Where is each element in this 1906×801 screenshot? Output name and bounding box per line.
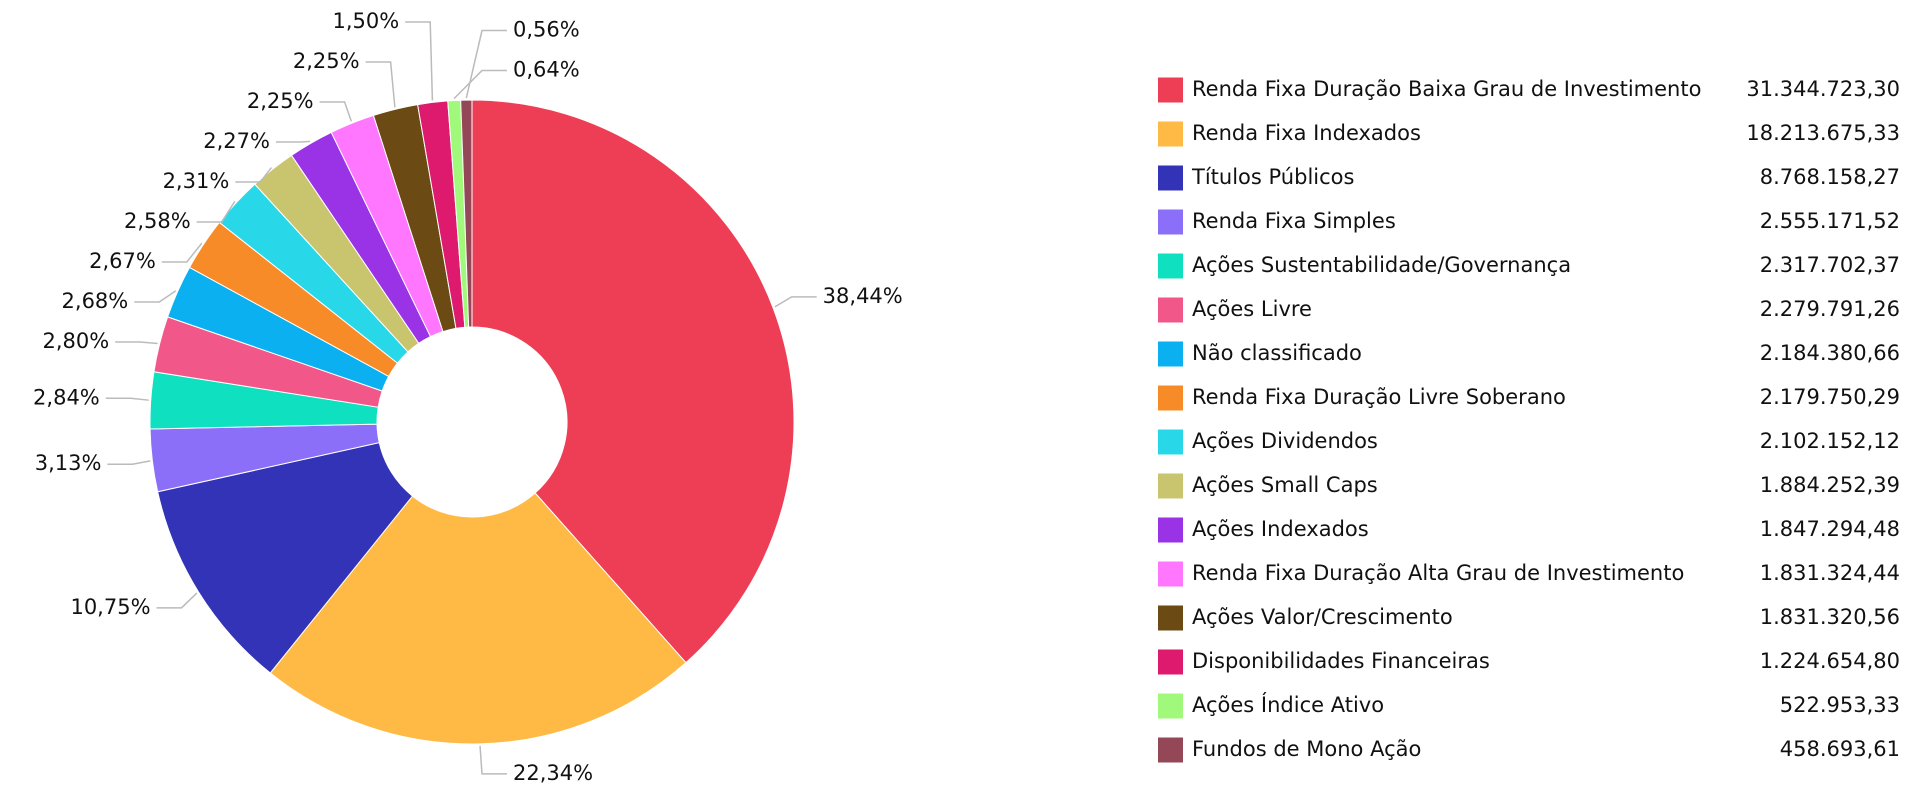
- slice: [157, 441, 414, 674]
- leader-line: [275, 140, 311, 143]
- leader-line: [453, 69, 507, 100]
- legend-label: Ações Índice Ativo: [1192, 692, 1384, 717]
- slice-label: 3,13%: [35, 451, 102, 475]
- leader-line: [161, 242, 203, 263]
- leader-line: [405, 21, 434, 101]
- legend-swatch: [1158, 473, 1183, 499]
- legend-label: Não classificado: [1192, 341, 1362, 365]
- legend-label: Renda Fixa Indexados: [1192, 121, 1421, 145]
- legend-label: Ações Valor/Crescimento: [1192, 605, 1453, 629]
- slice-label: 2,25%: [247, 89, 314, 113]
- leader-line: [479, 745, 507, 775]
- legend-swatch: [1158, 737, 1183, 763]
- legend-label: Ações Small Caps: [1192, 473, 1378, 497]
- slice: [269, 492, 687, 745]
- leader-line: [115, 341, 158, 345]
- slice: [471, 99, 795, 664]
- legend-amount: 1.847.294,48: [1760, 517, 1900, 541]
- legend-amount: 458.693,61: [1780, 737, 1900, 761]
- legend-label: Ações Indexados: [1192, 517, 1369, 541]
- legend-amount: 2.102.152,12: [1760, 429, 1900, 453]
- legend-label: Ações Livre: [1192, 297, 1312, 321]
- legend-amount: 522.953,33: [1780, 693, 1900, 717]
- legend-amount: 2.279.791,26: [1760, 297, 1900, 321]
- legend-amount: 2.179.750,29: [1760, 385, 1900, 409]
- legend-label: Renda Fixa Duração Livre Soberano: [1192, 385, 1566, 409]
- slice-label: 0,64%: [513, 58, 580, 82]
- legend-label: Disponibilidades Financeiras: [1192, 649, 1490, 673]
- slice-label: 2,68%: [62, 289, 129, 313]
- legend-swatch: [1158, 165, 1183, 191]
- slice-label: 2,67%: [89, 249, 156, 273]
- legend-amount: 1.831.324,44: [1760, 561, 1900, 585]
- legend-label: Ações Sustentabilidade/Governança: [1192, 253, 1571, 277]
- legend-amount: 1.831.320,56: [1760, 605, 1900, 629]
- legend-swatch: [1158, 209, 1183, 235]
- legend-swatch: [1158, 605, 1183, 631]
- legend-amount: 2.317.702,37: [1760, 253, 1900, 277]
- slice-label: 2,84%: [33, 385, 100, 409]
- slice-label: 1,50%: [332, 9, 399, 33]
- legend-amount: 1.884.252,39: [1760, 473, 1900, 497]
- leader-line: [105, 397, 149, 401]
- legend-label: Renda Fixa Simples: [1192, 209, 1396, 233]
- legend-amount: 8.768.158,27: [1760, 165, 1900, 189]
- legend-swatch: [1158, 341, 1183, 367]
- legend-swatch: [1158, 121, 1183, 147]
- legend-label: Ações Dividendos: [1192, 429, 1378, 453]
- leader-line: [319, 101, 353, 122]
- legend-label: Fundos de Mono Ação: [1192, 737, 1421, 761]
- legend-amount: 2.555.171,52: [1760, 209, 1900, 233]
- legend-amount: 1.224.654,80: [1760, 649, 1900, 673]
- leader-line: [134, 290, 177, 303]
- legend-amount: 31.344.723,30: [1746, 77, 1900, 101]
- legend-label: Renda Fixa Duração Alta Grau de Investim…: [1192, 561, 1684, 585]
- slice-label: 2,58%: [124, 209, 191, 233]
- slice-label: 2,25%: [293, 49, 360, 73]
- legend-swatch: [1158, 561, 1183, 587]
- legend-amount: 2.184.380,66: [1760, 341, 1900, 365]
- legend-swatch: [1158, 693, 1183, 719]
- leader-line: [774, 296, 817, 308]
- legend-swatch: [1158, 517, 1183, 543]
- slice-label: 2,27%: [203, 129, 270, 153]
- legend-amount: 18.213.675,33: [1746, 121, 1900, 145]
- slice-label: 0,56%: [513, 18, 580, 42]
- leader-line: [235, 167, 273, 183]
- legend-swatch: [1158, 385, 1183, 411]
- legend-swatch: [1158, 297, 1183, 323]
- legend-swatch: [1158, 649, 1183, 675]
- slice-label: 2,31%: [163, 169, 230, 193]
- legend-swatch: [1158, 77, 1183, 103]
- leader-line: [107, 460, 151, 465]
- leader-line: [156, 592, 198, 609]
- slice-label: 10,75%: [70, 595, 150, 619]
- slice-label: 22,34%: [513, 761, 593, 785]
- slice-label: 2,80%: [42, 329, 109, 353]
- legend-swatch: [1158, 429, 1183, 455]
- legend-label: Renda Fixa Duração Baixa Grau de Investi…: [1192, 77, 1701, 101]
- leader-line: [365, 61, 396, 108]
- slice: [460, 99, 473, 328]
- legend-swatch: [1158, 253, 1183, 279]
- slice-label: 38,44%: [823, 284, 903, 308]
- leader-line: [196, 200, 236, 223]
- leader-line: [465, 29, 507, 99]
- legend-label: Títulos Públicos: [1191, 165, 1354, 189]
